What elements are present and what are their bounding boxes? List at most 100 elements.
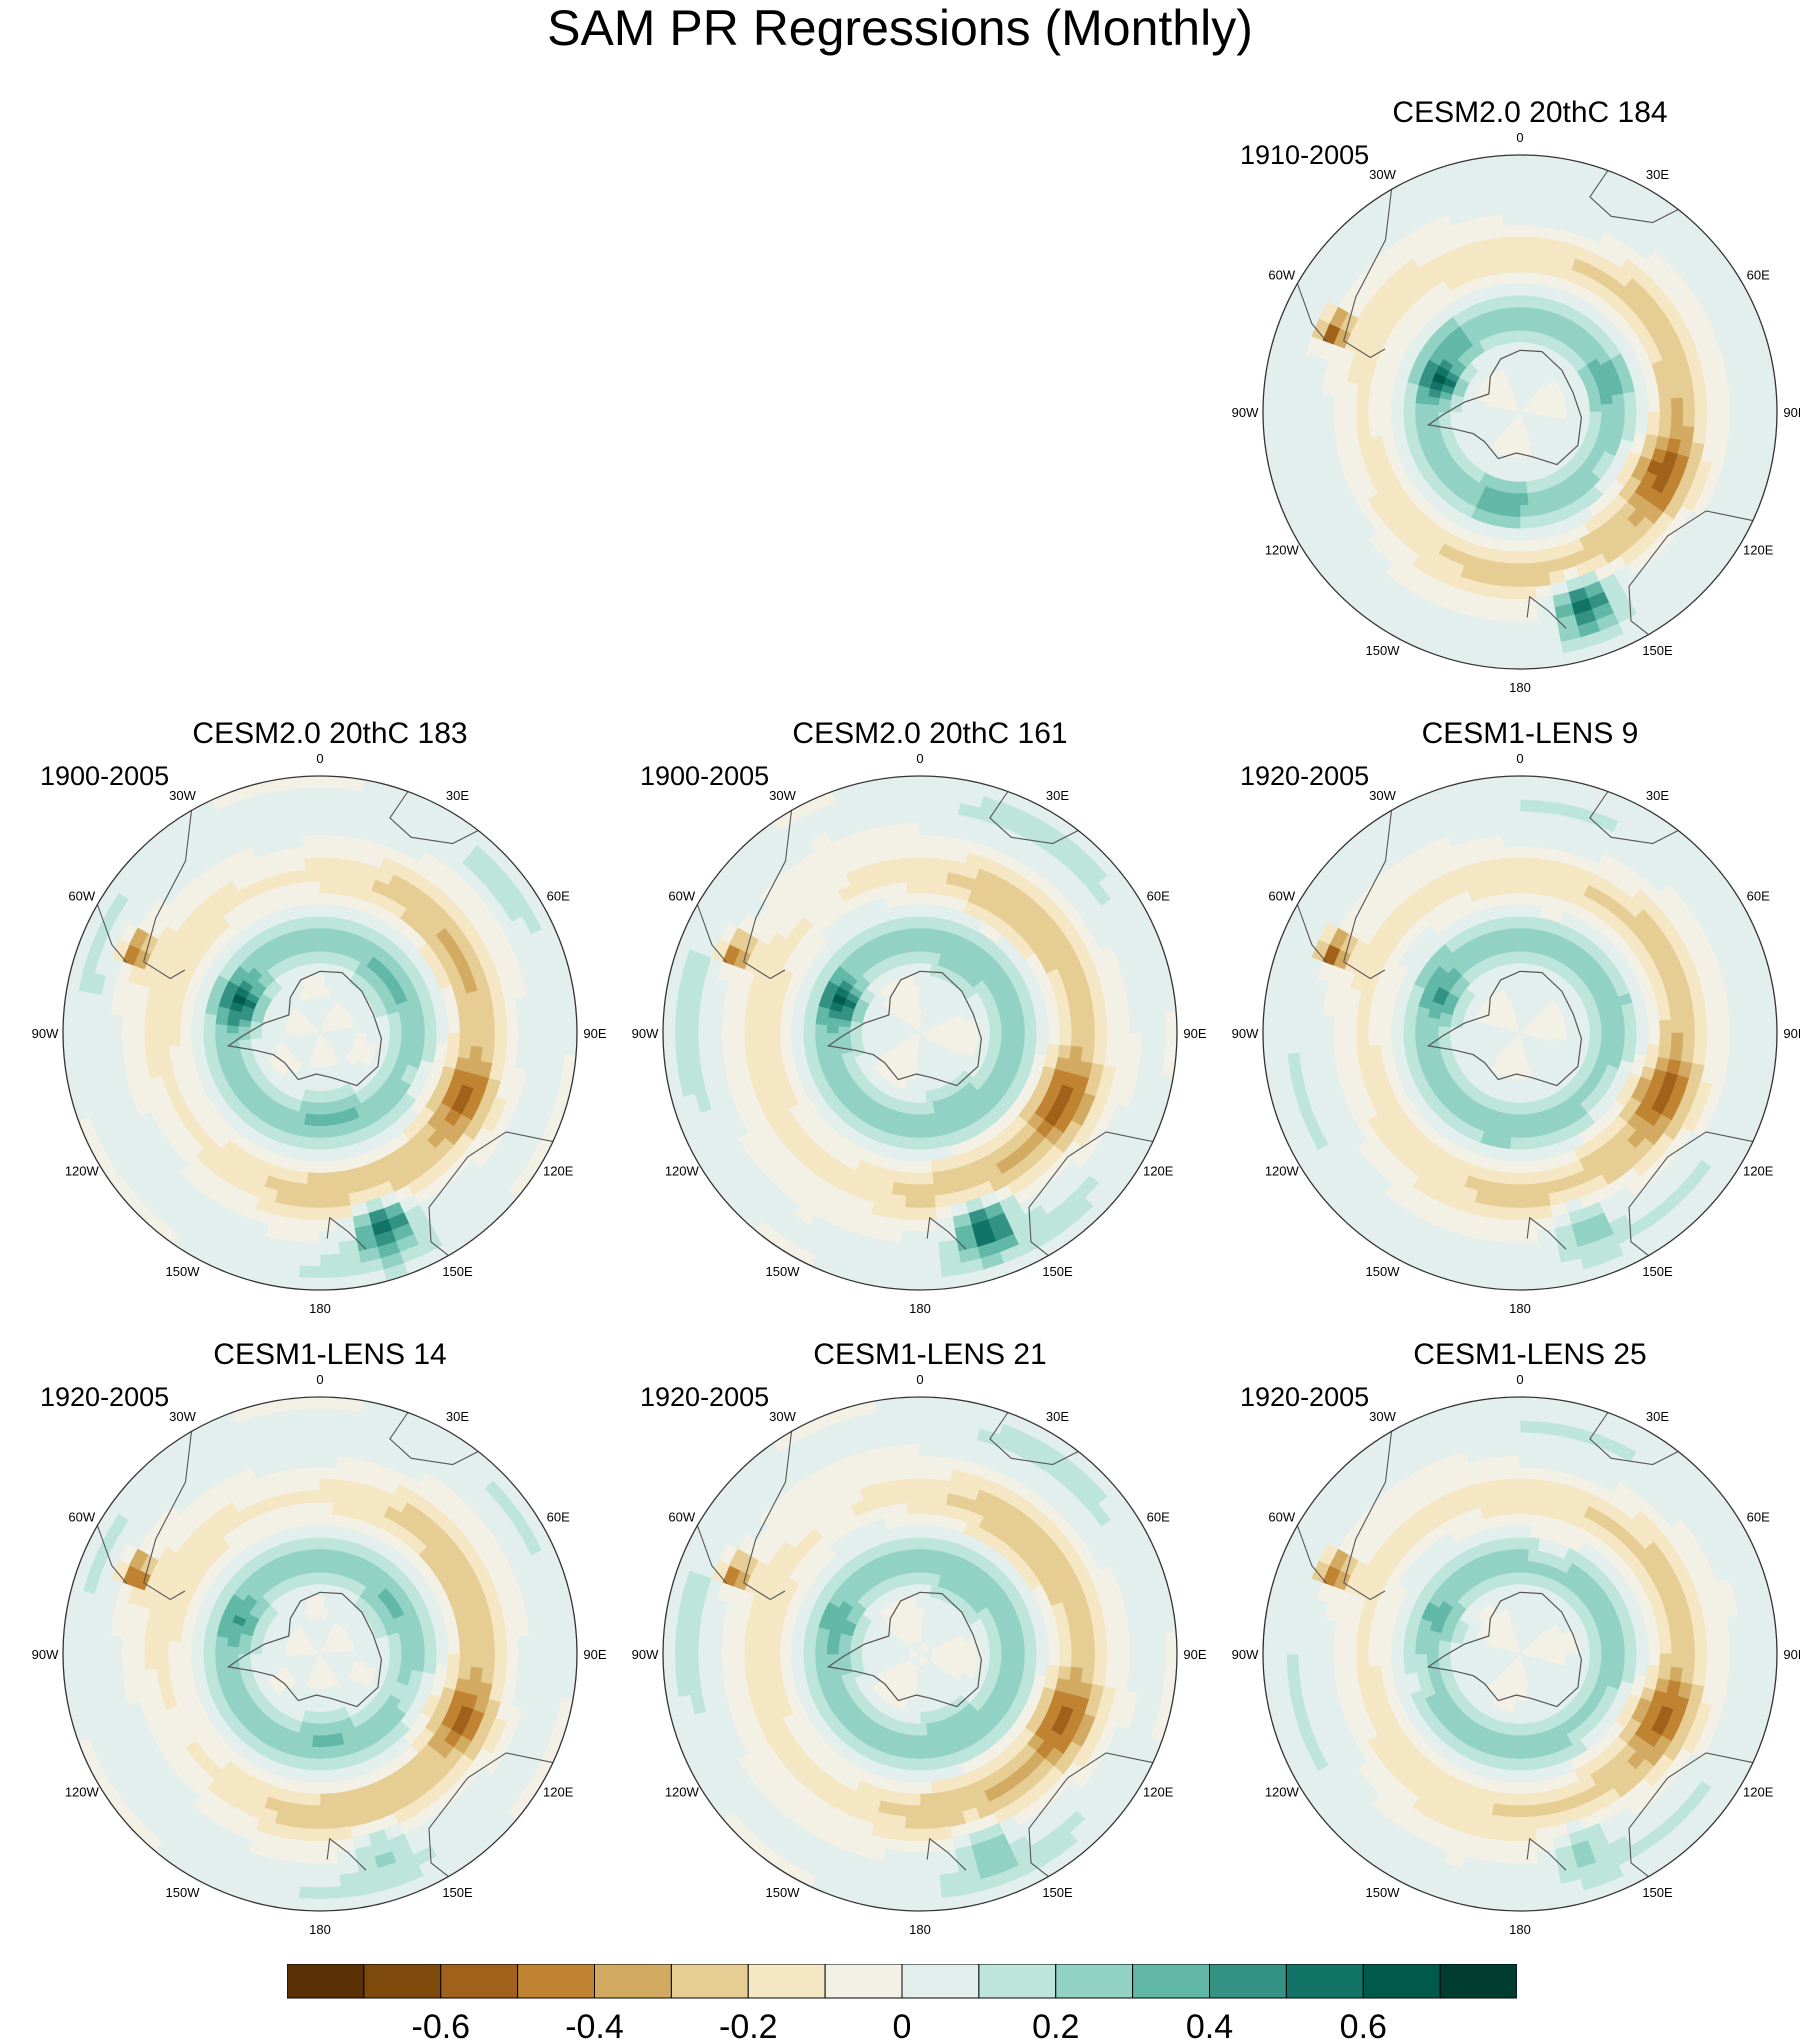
regression-cell bbox=[1497, 283, 1511, 298]
africa-coastline bbox=[989, 791, 1079, 845]
regression-cell bbox=[492, 1047, 507, 1066]
regression-cell bbox=[1508, 1149, 1521, 1162]
regression-cell bbox=[299, 1253, 321, 1267]
regression-cell bbox=[1670, 411, 1684, 427]
regression-cell bbox=[756, 1032, 770, 1048]
regression-cell bbox=[1682, 1017, 1696, 1034]
regression-cell bbox=[919, 1265, 942, 1279]
regression-cell bbox=[1506, 880, 1521, 894]
regression-cell bbox=[306, 1172, 321, 1186]
regression-cell bbox=[919, 869, 935, 883]
regression-cell bbox=[564, 1010, 577, 1034]
regression-cell bbox=[1499, 178, 1521, 192]
regression-cell bbox=[899, 916, 912, 930]
longitude-label: 30E bbox=[1646, 788, 1669, 803]
regression-cell bbox=[898, 787, 921, 801]
regression-cell bbox=[191, 1032, 204, 1045]
regression-cell bbox=[1612, 1023, 1626, 1034]
longitude-label: 150E bbox=[1042, 1264, 1073, 1279]
regression-cell bbox=[1729, 1032, 1743, 1053]
regression-cell bbox=[803, 1041, 817, 1054]
regression-cell bbox=[191, 1042, 206, 1056]
longitude-label: 0 bbox=[316, 751, 323, 766]
regression-cell bbox=[1682, 1032, 1696, 1049]
regression-cell bbox=[411, 1014, 426, 1026]
regression-cell bbox=[167, 1019, 181, 1034]
regression-cell bbox=[1414, 402, 1428, 413]
regression-cell bbox=[327, 1124, 339, 1139]
regression-cell bbox=[1286, 391, 1300, 413]
regression-cell bbox=[1519, 586, 1537, 600]
regression-cell bbox=[904, 1195, 921, 1209]
longitude-label: 30W bbox=[169, 788, 196, 803]
regression-cell bbox=[301, 927, 313, 942]
regression-cell bbox=[919, 939, 929, 952]
regression-cell bbox=[697, 1032, 711, 1053]
regression-cell bbox=[482, 1017, 496, 1034]
regression-cell bbox=[1501, 927, 1513, 942]
regression-cell bbox=[1532, 869, 1549, 884]
regression-cell bbox=[919, 1277, 943, 1290]
regression-cell bbox=[1499, 916, 1512, 930]
regression-cell bbox=[919, 1149, 932, 1162]
longitude-label: 60W bbox=[68, 889, 95, 904]
regression-cell bbox=[319, 1195, 336, 1209]
regression-cell bbox=[319, 1253, 341, 1267]
regression-cell bbox=[908, 1149, 921, 1162]
regression-cell bbox=[144, 1017, 158, 1034]
regression-cell bbox=[1499, 632, 1521, 646]
regression-cell bbox=[674, 1032, 688, 1055]
regression-cell bbox=[1504, 1195, 1521, 1209]
regression-cell bbox=[1692, 1047, 1707, 1066]
regression-cell bbox=[906, 1172, 921, 1186]
regression-cell bbox=[1669, 1004, 1684, 1021]
regression-cell bbox=[1023, 1012, 1037, 1025]
regression-cell bbox=[1506, 551, 1521, 565]
regression-cell bbox=[319, 857, 336, 871]
regression-cell bbox=[1752, 1011, 1766, 1034]
regression-cell bbox=[469, 1045, 484, 1062]
regression-cell bbox=[1263, 1010, 1276, 1034]
regression-cell bbox=[686, 1032, 700, 1054]
regression-cell bbox=[899, 1253, 921, 1267]
regression-cell bbox=[1519, 1253, 1541, 1267]
longitude-label: 90W bbox=[1232, 405, 1259, 420]
panel-title: CESM1-LENS 14 bbox=[213, 1338, 447, 1371]
regression-cell bbox=[423, 1012, 437, 1025]
regression-cell bbox=[319, 1172, 334, 1186]
regression-cell bbox=[1509, 915, 1521, 929]
longitude-label: 60E bbox=[1147, 889, 1170, 904]
regression-cell bbox=[1589, 1025, 1603, 1034]
south-america-west-coastline bbox=[1296, 283, 1328, 343]
regression-cell bbox=[893, 1170, 909, 1185]
regression-cell bbox=[540, 1032, 554, 1054]
map-boundary bbox=[662, 775, 1178, 1291]
regression-cell bbox=[1515, 364, 1521, 378]
regression-cell bbox=[889, 1193, 907, 1208]
regression-cell bbox=[1670, 1018, 1684, 1034]
new-zealand-coastline bbox=[926, 1216, 967, 1250]
regression-cell bbox=[871, 897, 888, 913]
regression-cell bbox=[1519, 939, 1529, 952]
regression-cell bbox=[1519, 178, 1541, 192]
regression-cell bbox=[744, 1032, 758, 1049]
regression-cell bbox=[1356, 1032, 1370, 1048]
regression-cell bbox=[1601, 411, 1614, 421]
regression-cell bbox=[1500, 189, 1521, 203]
regression-cell bbox=[436, 1032, 449, 1045]
regression-cell bbox=[457, 1006, 472, 1022]
australia-coastline bbox=[1628, 1131, 1754, 1257]
longitude-label: 150E bbox=[1642, 1264, 1673, 1279]
regression-cell bbox=[1493, 1170, 1509, 1185]
regression-cell bbox=[908, 904, 921, 917]
regression-cell bbox=[63, 1010, 76, 1034]
regression-cell bbox=[1356, 1004, 1371, 1021]
regression-cell bbox=[517, 1032, 531, 1052]
regression-cell bbox=[1694, 1016, 1708, 1034]
regression-cell bbox=[1487, 1205, 1506, 1220]
panel-period: 1900-2005 bbox=[40, 761, 170, 791]
regression-cell bbox=[1367, 493, 1387, 513]
regression-cell bbox=[156, 1045, 171, 1062]
regression-cell bbox=[861, 1032, 874, 1039]
